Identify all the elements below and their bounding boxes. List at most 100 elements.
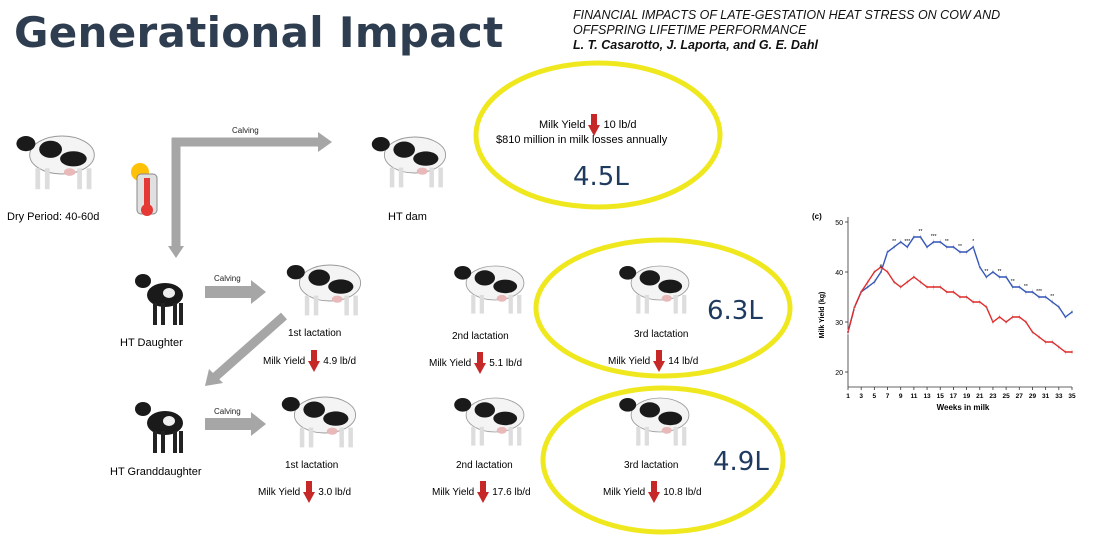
- chart-point: [886, 271, 889, 273]
- daughter-ellipse: [533, 237, 793, 379]
- chart-significance-label: **: [1050, 294, 1054, 300]
- page-title: Generational Impact: [14, 8, 504, 57]
- chart-point: [959, 251, 961, 253]
- granddaughter-yield-2-label: Milk Yield: [432, 486, 475, 498]
- granddaughter-lact3-image: [618, 397, 690, 447]
- chart-point: [998, 276, 1001, 278]
- daughter-lact3-image: [618, 265, 690, 315]
- chart-x-tick-label: 13: [923, 393, 931, 400]
- granddaughter-lact1-image: [281, 396, 357, 448]
- dam-loss-ellipse: [473, 60, 723, 210]
- chart-point: [919, 236, 922, 238]
- ht-dam-label: HT dam: [388, 211, 427, 223]
- citation-title-line2: OFFSPRING LIFETIME PERFORMANCE: [573, 23, 807, 37]
- chart-point: [972, 301, 975, 303]
- chart-panel-label: (c): [812, 212, 822, 221]
- daughter-yield-2: Milk Yield 5.1 lb/d: [429, 352, 522, 374]
- chart-point: [998, 316, 1001, 318]
- chart-significance-label: **: [919, 229, 923, 235]
- granddaughter-yield-1-label: Milk Yield: [258, 486, 301, 498]
- chart-point: [992, 271, 994, 273]
- chart-point: [1005, 321, 1008, 323]
- chart-y-tick-label: 30: [835, 320, 843, 327]
- down-arrow-icon: [653, 350, 666, 372]
- chart-point: [1031, 331, 1034, 333]
- chart-point: [985, 276, 988, 278]
- flow-arrow-calving-mid: [205, 280, 266, 304]
- chart-point: [1038, 336, 1040, 338]
- chart-series-line-2: [847, 266, 1072, 353]
- chart-point: [899, 286, 902, 288]
- chart-point: [959, 296, 961, 298]
- down-arrow-icon: [588, 114, 601, 136]
- chart-x-tick-label: 15: [937, 393, 945, 400]
- granddaughter-yield-3-label: Milk Yield: [603, 486, 646, 498]
- granddaughter-lact2-image: [453, 397, 525, 447]
- chart-point: [847, 331, 849, 333]
- flow-arrow-calving-bottom: [205, 412, 266, 436]
- chart-point: [880, 271, 882, 273]
- chart-x-tick-label: 17: [950, 393, 958, 400]
- dam-milk-yield-label: Milk Yield: [539, 119, 586, 131]
- chart-x-tick-label: 29: [1029, 393, 1037, 400]
- annual-loss-text: $810 million in milk losses annually: [496, 134, 668, 146]
- chart-point: [893, 281, 896, 283]
- flow-arrow-calving-top: [168, 132, 332, 258]
- chart-point: [873, 271, 876, 273]
- daughter-yield-3-label: Milk Yield: [608, 355, 651, 367]
- chart-point: [886, 251, 889, 253]
- chart-x-tick-label: 19: [963, 393, 971, 400]
- chart-point: [1011, 286, 1014, 288]
- calving-label-bottom: Calving: [214, 407, 241, 416]
- chart-x-axis-label: Weeks in milk: [937, 403, 990, 412]
- chart-point: [932, 241, 935, 243]
- down-arrow-icon: [303, 481, 316, 503]
- chart-point: [1064, 351, 1067, 353]
- chart-significance-label: ***: [1036, 289, 1042, 295]
- chart-point: [985, 306, 988, 308]
- chart-point: [965, 251, 968, 253]
- chart-point: [919, 281, 922, 283]
- chart-y-tick-label: 50: [835, 220, 843, 227]
- dam-milk-yield-value: 10 lb/d: [603, 119, 637, 131]
- granddaughter-yield-3: Milk Yield 10.8 lb/d: [603, 481, 702, 503]
- chart-x-tick-label: 31: [1042, 393, 1050, 400]
- chart-significance-label: **: [998, 269, 1002, 275]
- down-arrow-icon: [477, 481, 490, 503]
- lactation-1-label: 1st lactation: [288, 328, 342, 339]
- granddaughter-yield-2-value: 17.6 lb/d: [492, 486, 531, 498]
- chart-point: [1051, 341, 1054, 343]
- chart-point: [1057, 306, 1060, 308]
- chart-point: [912, 236, 915, 238]
- dry-cow-image: [15, 135, 95, 190]
- chart-point: [880, 266, 882, 268]
- daughter-yield-2-label: Milk Yield: [429, 357, 472, 369]
- ht-granddaughter-image: [135, 402, 183, 453]
- chart-point: [1011, 316, 1014, 318]
- chart-point: [1071, 311, 1073, 313]
- down-arrow-icon: [308, 350, 321, 372]
- chart-point: [926, 286, 928, 288]
- daughter-yield-2-value: 5.1 lb/d: [489, 357, 523, 369]
- chart-point: [932, 286, 935, 288]
- chart-significance-label: **: [984, 269, 988, 275]
- chart-series: [847, 234, 1073, 355]
- chart-x-tick-label: 21: [976, 393, 984, 400]
- daughter-liters: 6.3L: [707, 296, 763, 326]
- chart-point: [926, 246, 928, 248]
- chart-point: [866, 286, 869, 288]
- lactation-3-label: 3rd lactation: [634, 329, 689, 340]
- chart-point: [972, 246, 975, 248]
- chart-point: [965, 296, 968, 298]
- lactation-2b-label: 2nd lactation: [456, 460, 513, 471]
- calving-label-mid: Calving: [214, 274, 241, 283]
- chart-point: [945, 291, 948, 293]
- granddaughter-yield-2: Milk Yield 17.6 lb/d: [432, 481, 531, 503]
- chart-point: [952, 291, 955, 293]
- chart-point: [906, 246, 909, 248]
- chart-x-tick-label: 33: [1055, 393, 1063, 400]
- chart-point: [952, 246, 955, 248]
- daughter-lact1-image: [286, 264, 362, 316]
- chart-point: [853, 306, 856, 308]
